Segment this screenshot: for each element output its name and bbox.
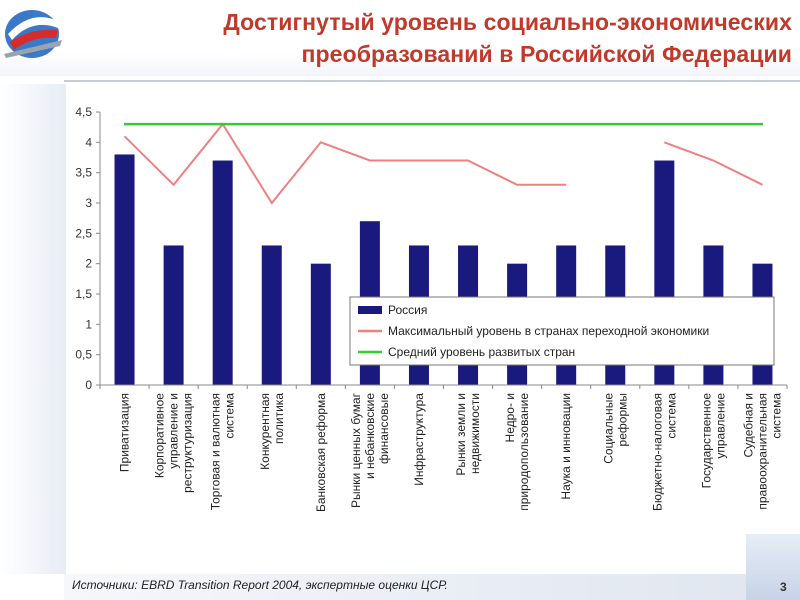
- page-number: 3: [780, 580, 787, 594]
- x-tick-label: Социальные реформы: [601, 393, 629, 464]
- line-max-transition: [663, 141, 763, 186]
- bar: [114, 154, 135, 385]
- x-tick-label-line: Рынки ценных бумаг: [349, 392, 363, 508]
- line-series: [123, 122, 763, 205]
- x-tick-label-line: Приватизация: [118, 393, 132, 472]
- x-tick-label: Конкурентная политика: [258, 393, 286, 470]
- corner-decoration: [746, 534, 800, 600]
- x-tick-label: Государственное управление: [699, 393, 727, 489]
- x-tick-label-line: система: [223, 393, 237, 439]
- bar: [212, 160, 233, 385]
- x-tick-label-line: реформы: [615, 393, 629, 446]
- bar-line-chart: 0 0,5 1 1,5 2 2,5 3 3,5 4 4,5 Приватизация Корпора…: [75, 105, 788, 512]
- title-divider: [64, 80, 800, 82]
- x-tick-label-line: Судебная и: [741, 393, 755, 458]
- x-tick-label-line: Государственное: [699, 393, 713, 489]
- x-tick-label-line: система: [769, 393, 783, 439]
- x-tick-label-line: реструктуризация: [181, 393, 195, 493]
- y-tick-label: 4,5: [75, 105, 92, 119]
- x-tick-label: Наука и инновации: [559, 393, 573, 500]
- x-tick-label-line: недвижимости: [468, 393, 482, 474]
- x-tick-label-line: Торговая и валютная: [209, 393, 223, 510]
- x-tick-label-line: система: [664, 393, 678, 439]
- x-tick-label: Торговая и валютная система: [209, 393, 237, 511]
- y-tick-label: 2: [85, 257, 92, 271]
- x-tick-label: Бюджетно-налоговая система: [650, 393, 678, 511]
- bar: [261, 245, 282, 385]
- footer-band: [64, 574, 800, 600]
- x-tick-label: Судебная и правоохранительная система: [741, 393, 783, 510]
- legend-label: Россия: [388, 303, 427, 317]
- y-tick-label: 4: [85, 135, 92, 149]
- side-strip: [0, 84, 66, 574]
- x-tick-label-line: финансовые: [377, 393, 391, 464]
- x-tick-label-line: управление и: [167, 393, 181, 469]
- y-tick-label: 2,5: [75, 226, 92, 240]
- x-tick-label: Корпоративное управление и реструктуризаци…: [153, 393, 195, 493]
- legend-box: [349, 296, 775, 366]
- y-tick-label: 0: [85, 378, 92, 392]
- x-tick-label: Банковская реформа: [314, 393, 328, 512]
- y-tick-label: 0,5: [75, 348, 92, 362]
- bar: [310, 263, 331, 385]
- y-tick-label: 1: [85, 317, 92, 331]
- x-tick-label-line: Инфраструктура: [412, 393, 426, 486]
- x-tick-label-line: Корпоративное: [153, 393, 167, 478]
- x-axis: Приватизация Корпоративное управление и рес…: [99, 384, 788, 512]
- x-tick-label-line: природопользование: [517, 393, 531, 511]
- x-tick-label-line: управление: [713, 393, 727, 459]
- x-tick-label: Недро- и природопользование: [503, 393, 531, 511]
- x-tick-label-line: Бюджетно-налоговая: [650, 393, 664, 511]
- legend-label: Максимальный уровень в странах переходно…: [388, 324, 709, 338]
- line-max-transition: [123, 122, 567, 205]
- x-tick-label: Рынки земли и недвижимости: [454, 393, 482, 476]
- x-tick-label: Инфраструктура: [412, 393, 426, 486]
- x-tick-label-line: и небанковские: [363, 393, 377, 479]
- x-tick-label-line: Наука и инновации: [559, 393, 573, 500]
- y-axis: 0 0,5 1 1,5 2 2,5 3 3,5 4 4,5: [75, 105, 101, 392]
- x-tick-label-line: Социальные: [601, 393, 615, 464]
- slide-title: Достигнутый уровень социально-экономичес…: [223, 9, 792, 67]
- x-tick-label-line: политика: [272, 393, 286, 444]
- legend-label: Средний уровень развитых стран: [388, 345, 575, 359]
- x-tick-label-line: Недро- и: [503, 393, 517, 442]
- y-tick-label: 1,5: [75, 287, 92, 301]
- bar: [163, 245, 184, 385]
- x-tick-label-line: Банковская реформа: [314, 393, 328, 512]
- legend-swatch: [358, 306, 382, 314]
- x-tick-label: Рынки ценных бумаг и небанковские финансов…: [349, 392, 391, 508]
- x-tick-label-line: Конкурентная: [258, 393, 272, 470]
- source-note: Источники: EBRD Transition Report 2004, …: [72, 578, 448, 592]
- y-tick-label: 3: [85, 196, 92, 210]
- y-tick-label: 3,5: [75, 166, 92, 180]
- x-tick-label-line: Рынки земли и: [454, 393, 468, 476]
- x-tick-label-line: правоохранительная: [755, 393, 769, 510]
- x-tick-label: Приватизация: [118, 393, 132, 472]
- logo-icon: [4, 10, 62, 58]
- legend: Россия Максимальный уровень в странах пер…: [349, 296, 775, 366]
- header-band: [0, 0, 800, 76]
